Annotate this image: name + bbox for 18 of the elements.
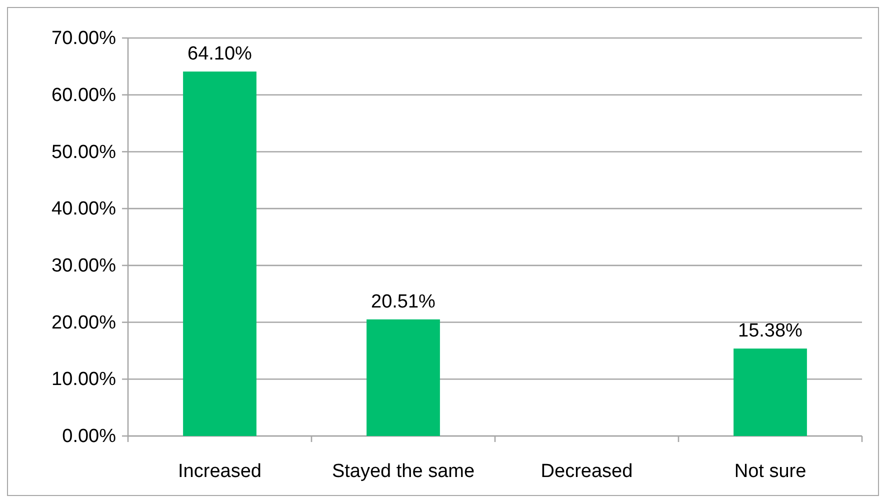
data-label: 64.10%: [188, 44, 252, 65]
bar: [366, 319, 440, 436]
y-tick-label: 40.00%: [52, 198, 116, 220]
bar: [183, 72, 256, 436]
data-label: 20.51%: [371, 291, 436, 312]
x-tick-label: Stayed the same: [332, 461, 475, 482]
x-tick-label: Increased: [178, 461, 262, 482]
y-tick-label: 10.00%: [52, 369, 116, 390]
y-tick-label: 20.00%: [52, 312, 116, 334]
y-tick-label: 50.00%: [52, 142, 116, 163]
y-tick-label: 60.00%: [52, 84, 116, 106]
y-tick-label: 0.00%: [62, 426, 116, 448]
data-label: 15.38%: [738, 320, 803, 342]
x-tick-label: Decreased: [540, 461, 633, 482]
x-tick-label: Not sure: [734, 461, 806, 482]
bar: [734, 348, 807, 436]
y-tick-label: 70.00%: [52, 28, 116, 50]
y-tick-label: 30.00%: [52, 256, 116, 277]
